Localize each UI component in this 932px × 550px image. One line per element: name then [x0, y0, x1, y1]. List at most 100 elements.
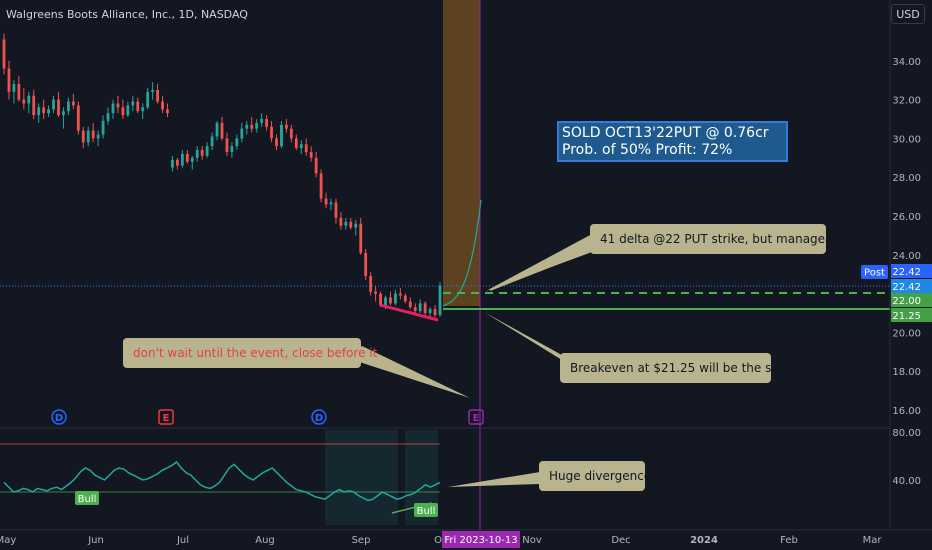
bull-badge-label: Bull — [417, 506, 436, 517]
price-tick-label: 34.00 — [892, 57, 921, 68]
price-tick-label: 24.00 — [892, 251, 921, 262]
divergence-note[interactable]: Huge divergence — [539, 461, 651, 491]
event-letter: D — [315, 413, 323, 424]
candle-body — [215, 122, 219, 137]
candle-body — [324, 198, 328, 205]
candle-body — [7, 68, 11, 92]
price-tags: Post 22.42 22.42 22.00 21.25 — [861, 264, 932, 322]
oscillator-axis: 80.00 40.00 — [892, 428, 921, 487]
candle-body — [270, 126, 273, 139]
callout-breakeven-tail — [484, 312, 575, 368]
callout-divergence-tail — [448, 472, 540, 487]
earnings-icon[interactable] — [468, 409, 484, 425]
candle-body — [67, 101, 70, 112]
event-zone — [443, 0, 480, 306]
delta-note[interactable]: 41 delta @22 PUT strike, but manageadble — [590, 224, 858, 254]
candle-body — [200, 150, 204, 156]
crosshair-date-tag — [442, 531, 520, 548]
time-tick-label: O — [434, 535, 442, 546]
candle-body — [304, 144, 308, 152]
candle-body — [22, 99, 26, 104]
candle-body — [289, 128, 293, 139]
candle-body — [364, 252, 368, 277]
candles-group — [2, 33, 442, 319]
candle-body — [161, 101, 164, 110]
dont-wait-note[interactable]: don't wait until the event, close before… — [123, 338, 377, 368]
candle-body — [101, 120, 105, 135]
candle-body — [354, 223, 358, 228]
candle-body — [106, 113, 110, 121]
bull-badge — [75, 491, 99, 505]
candle-body — [171, 159, 174, 168]
time-tick-label: Jun — [87, 535, 104, 546]
bull-badges: Bull Bull — [75, 491, 438, 517]
time-tick-label: Nov — [522, 535, 542, 546]
candle-body — [210, 136, 214, 147]
candle-body — [339, 217, 343, 226]
price-axis[interactable]: 34.00 32.00 30.00 28.00 26.00 24.00 22.00 20.00… — [892, 57, 921, 417]
candle-body — [71, 101, 75, 106]
candle-body — [121, 107, 125, 116]
post-tag-label: Post — [864, 268, 885, 279]
candle-body — [111, 103, 115, 114]
candle-body — [141, 107, 145, 112]
candle-body — [180, 153, 184, 166]
candle-body — [185, 153, 189, 162]
candle-body — [37, 107, 41, 116]
price-value-label: 22.42 — [892, 282, 921, 293]
event-letter: E — [473, 413, 480, 424]
candle-body — [32, 95, 36, 116]
price-tick-label: 16.00 — [892, 406, 921, 417]
candle-body — [116, 103, 120, 108]
dividend-icon[interactable] — [51, 409, 67, 425]
candle-body — [52, 99, 55, 110]
callout-delta-tail — [486, 234, 592, 291]
time-axis[interactable]: May Jun Jul Aug Sep O Nov Dec 2024 Feb Mar Fri 2023… — [0, 531, 882, 548]
candle-body — [384, 297, 387, 306]
candle-body — [225, 138, 229, 152]
candle-body — [205, 146, 209, 156]
osc-highlight-zone — [325, 430, 398, 525]
candle-body — [403, 295, 407, 302]
candle-body — [423, 303, 427, 313]
candle-body — [190, 157, 194, 162]
candle-body — [27, 95, 31, 104]
candle-body — [329, 202, 333, 205]
earnings-icon[interactable] — [158, 409, 174, 425]
candle-body — [2, 39, 6, 69]
candle-body — [349, 221, 353, 228]
time-tick-label: Mar — [863, 535, 883, 546]
candle-body — [374, 291, 377, 294]
price-tick-label: 20.00 — [892, 328, 921, 339]
candle-body — [57, 99, 60, 116]
osc-tick-label: 40.00 — [892, 476, 921, 487]
candle-body — [76, 105, 80, 131]
candle-body — [17, 84, 21, 100]
candle-body — [260, 119, 264, 123]
sold-put-line1: SOLD OCT13'22PUT @ 0.76cr — [562, 125, 769, 141]
candle-body — [438, 285, 442, 315]
candle-body — [91, 130, 95, 139]
candle-body — [428, 309, 432, 313]
candle-body — [265, 119, 268, 127]
candle-body — [131, 101, 135, 106]
candle-body — [195, 150, 199, 158]
crosshair-date-label: Fri 2023-10-13 — [444, 535, 517, 546]
candle-body — [280, 124, 283, 147]
candle-body — [319, 173, 323, 199]
sold-put-line2: Prob. of 50% Profit: 72% — [562, 142, 733, 158]
candle-body — [413, 307, 417, 312]
sold-put-note[interactable]: SOLD OCT13'22PUT @ 0.76cr Prob. of 50% P… — [557, 121, 788, 162]
event-letter: E — [163, 413, 170, 424]
projection-curve — [442, 199, 482, 307]
breakeven-note[interactable]: Breakeven at $21.25 will be the stop — [560, 353, 791, 383]
dividend-icon[interactable] — [311, 409, 327, 425]
candle-body — [245, 124, 249, 129]
time-tick-label: Aug — [255, 535, 275, 546]
bull-badge — [414, 503, 438, 517]
currency-button[interactable]: USD — [891, 4, 925, 24]
divergence-line-price — [379, 303, 439, 322]
